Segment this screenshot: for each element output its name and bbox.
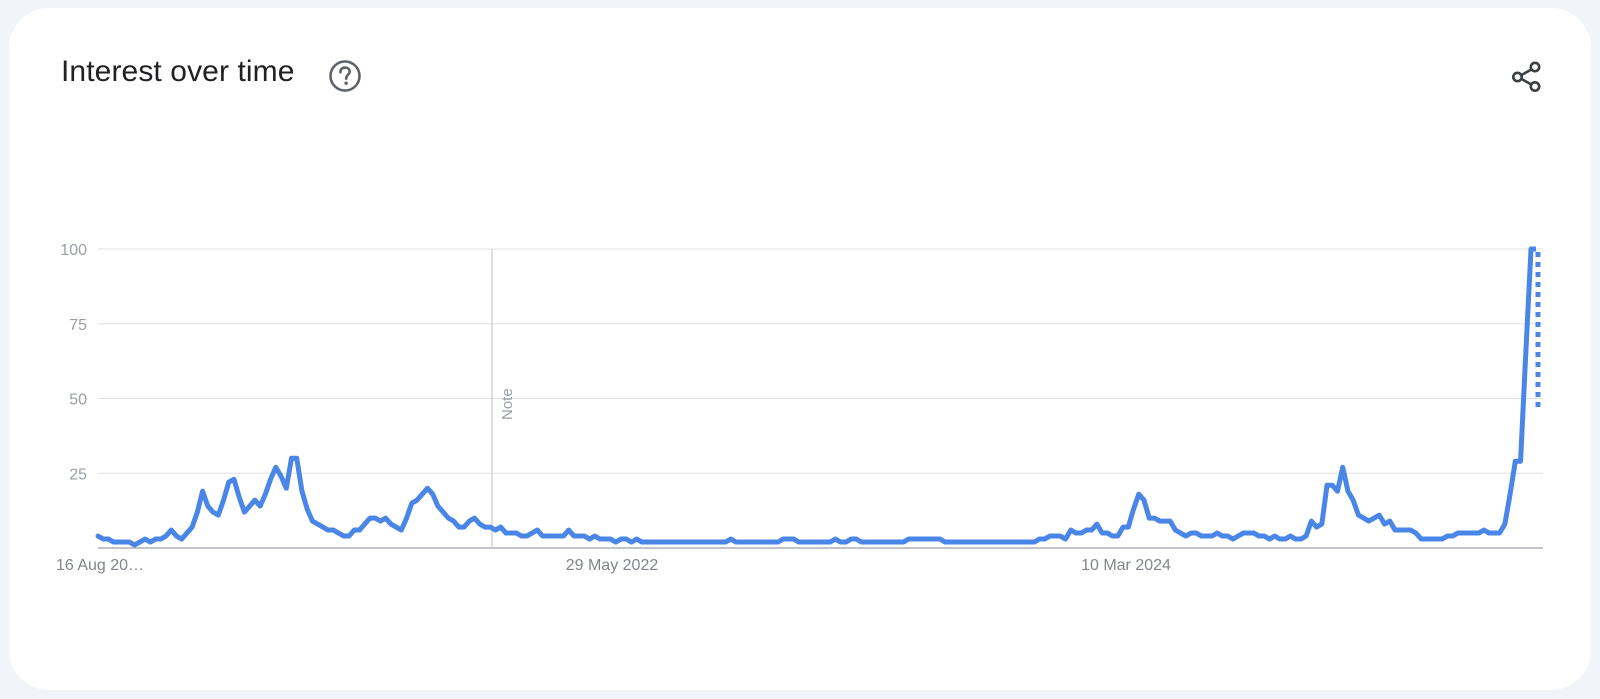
x-tick-label: 10 Mar 2024 [1081, 557, 1171, 574]
note-label[interactable]: Note [499, 388, 516, 420]
y-tick-label: 25 [69, 466, 87, 483]
y-axis-ticks: 25 50 75 100 [60, 242, 87, 483]
series-line [95, 246, 1534, 548]
x-tick-label: 29 May 2022 [566, 557, 659, 574]
y-tick-label: 75 [69, 317, 87, 334]
grid-lines [98, 248, 1543, 549]
y-tick-label: 50 [69, 392, 87, 409]
series-group [95, 246, 1541, 548]
chart-note: Note [491, 249, 516, 548]
card-title: Interest over time [61, 55, 295, 88]
x-axis-ticks: 16 Aug 20… 29 May 2022 10 Mar 2024 [56, 557, 1171, 574]
y-tick-label: 100 [60, 242, 87, 259]
interest-over-time-card: Interest over time [9, 8, 1591, 690]
series-partial-data-tail [1531, 246, 1541, 408]
x-tick-label: 16 Aug 20… [56, 557, 144, 574]
share-icon[interactable] [1508, 57, 1546, 95]
help-circle-icon[interactable] [327, 58, 363, 94]
